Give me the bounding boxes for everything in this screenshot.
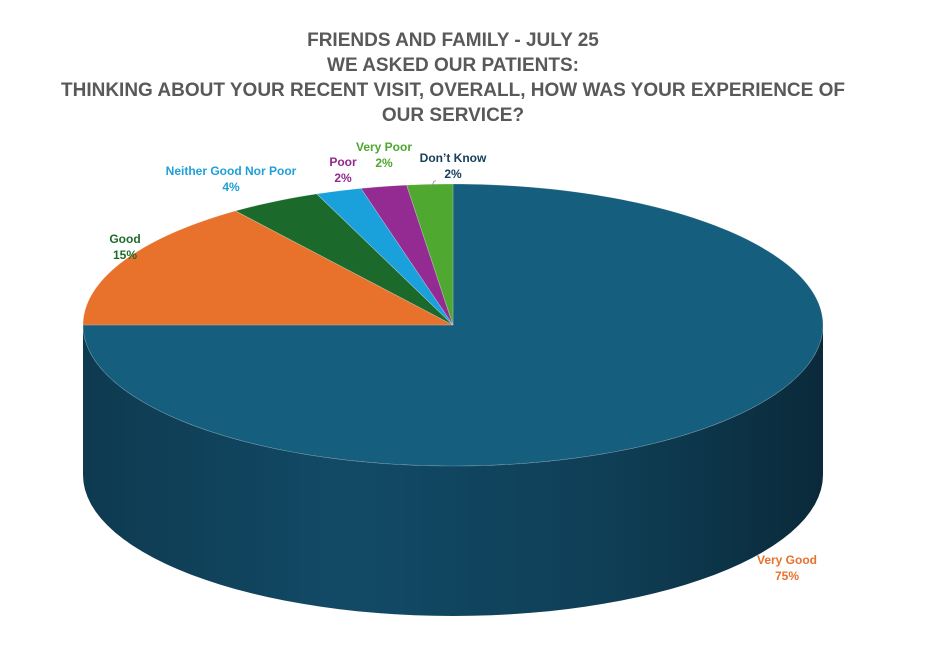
pie-slice-don-t-know [406, 183, 454, 326]
chart-title: FRIENDS AND FAMILY - JULY 25 WE ASKED OU… [0, 28, 906, 128]
title-line-3: THINKING ABOUT YOUR RECENT VISIT, OVERAL… [61, 80, 845, 101]
title-line-1: FRIENDS AND FAMILY - JULY 25 [307, 30, 599, 51]
slice-label-neither-good-nor-poor: Neither Good Nor Poor [166, 164, 297, 178]
pie-top-face [82, 183, 824, 467]
slice-value-very-poor: 2% [375, 156, 393, 170]
slice-label-poor: Poor [329, 155, 357, 169]
title-line-2: WE ASKED OUR PATIENTS: [327, 55, 579, 76]
pie-side-wall [83, 325, 823, 616]
leader-line-dont-know [430, 180, 436, 189]
slice-label-good: Good [109, 232, 140, 246]
slice-label-don-t-know: Don’t Know [420, 151, 487, 165]
slice-label-very-good: Very Good [757, 553, 817, 567]
slice-value-good: 15% [113, 248, 137, 262]
slice-value-neither-good-nor-poor: 4% [222, 180, 240, 194]
slice-value-don-t-know: 2% [444, 167, 462, 181]
pie-slice-poor [316, 188, 454, 326]
pie-slice-neither-good-nor-poor [234, 193, 454, 326]
pie-side-very-good [83, 325, 823, 616]
pie-slice-good [82, 210, 454, 326]
pie-slice-very-poor [360, 184, 454, 326]
pie-labels: Very Good 75% Good 15% Neither Good Nor Poor… [109, 140, 817, 583]
slice-value-very-good: 75% [775, 569, 799, 583]
title-line-4: OUR SERVICE? [381, 105, 525, 126]
slice-value-poor: 2% [334, 171, 352, 185]
slice-label-very-poor: Very Poor [356, 140, 412, 154]
